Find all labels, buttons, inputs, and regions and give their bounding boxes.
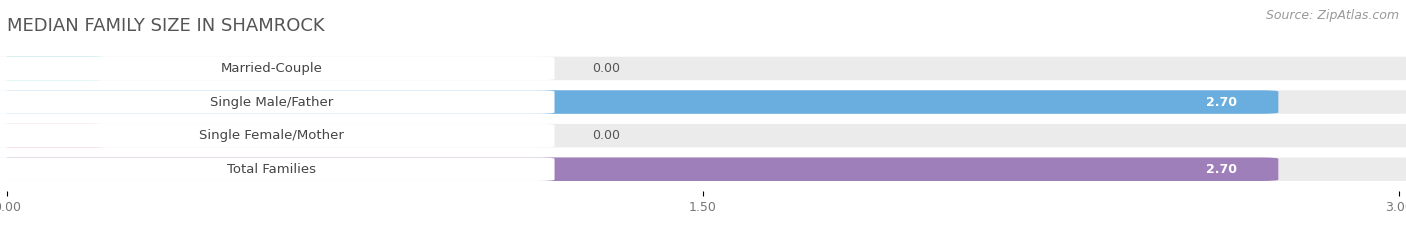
- FancyBboxPatch shape: [0, 158, 1406, 181]
- FancyBboxPatch shape: [0, 158, 1278, 181]
- FancyBboxPatch shape: [0, 90, 554, 114]
- Text: MEDIAN FAMILY SIZE IN SHAMROCK: MEDIAN FAMILY SIZE IN SHAMROCK: [7, 17, 325, 35]
- Text: Single Male/Father: Single Male/Father: [209, 96, 333, 109]
- Text: Total Families: Total Families: [226, 163, 316, 176]
- Text: Single Female/Mother: Single Female/Mother: [200, 129, 344, 142]
- FancyBboxPatch shape: [0, 158, 554, 181]
- FancyBboxPatch shape: [0, 90, 1278, 114]
- FancyBboxPatch shape: [0, 57, 1406, 80]
- Text: Married-Couple: Married-Couple: [221, 62, 322, 75]
- FancyBboxPatch shape: [0, 90, 1406, 114]
- FancyBboxPatch shape: [0, 124, 110, 147]
- FancyBboxPatch shape: [0, 124, 1406, 147]
- FancyBboxPatch shape: [0, 124, 554, 147]
- Text: 0.00: 0.00: [592, 62, 620, 75]
- Text: 2.70: 2.70: [1205, 96, 1237, 109]
- FancyBboxPatch shape: [0, 57, 554, 80]
- Text: Source: ZipAtlas.com: Source: ZipAtlas.com: [1265, 9, 1399, 22]
- Text: 0.00: 0.00: [592, 129, 620, 142]
- Text: 2.70: 2.70: [1205, 163, 1237, 176]
- FancyBboxPatch shape: [0, 57, 110, 80]
